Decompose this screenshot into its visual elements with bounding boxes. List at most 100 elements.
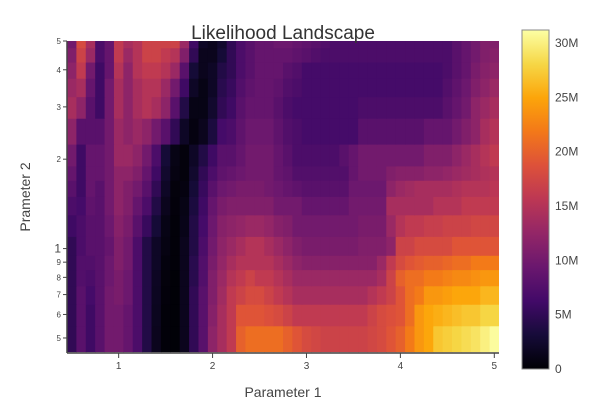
heatmap-cell	[470, 78, 481, 98]
heatmap-cell	[245, 304, 256, 327]
heatmap-cell	[113, 196, 124, 216]
heatmap-cell	[414, 236, 425, 256]
heatmap-cell	[217, 304, 228, 327]
heatmap-cell	[405, 285, 416, 305]
heatmap-cell	[339, 180, 350, 197]
heatmap-cell	[320, 143, 331, 167]
y-tick-label: 4	[57, 66, 62, 75]
heatmap-cell	[226, 236, 237, 256]
heatmap-cell	[376, 47, 387, 63]
heatmap-cell	[104, 236, 115, 256]
heatmap-cell	[311, 41, 322, 49]
heatmap-cell	[179, 96, 190, 119]
heatmap-cell	[283, 61, 293, 79]
y-tick-label: 7	[57, 291, 62, 300]
heatmap-cell	[433, 325, 444, 353]
heatmap-cell	[480, 78, 491, 98]
heatmap-cell	[113, 325, 124, 353]
heatmap-cell	[433, 118, 444, 145]
heatmap-cell	[189, 165, 200, 181]
x-axis-ticks: 1 2 3 4 5	[116, 353, 498, 372]
heatmap-cell	[376, 165, 387, 181]
heatmap-cell	[433, 180, 444, 197]
heatmap-cell	[367, 196, 378, 216]
heatmap-cell	[414, 78, 425, 98]
heatmap-cell	[423, 285, 434, 305]
heatmap-cell	[386, 180, 397, 197]
heatmap-cell	[320, 255, 331, 271]
heatmap-cell	[198, 78, 209, 98]
heatmap-cell	[95, 118, 106, 145]
heatmap-cell	[386, 118, 397, 145]
heatmap-cell	[395, 61, 406, 79]
heatmap-cell	[348, 196, 359, 216]
heatmap-cell	[367, 255, 378, 271]
heatmap-cell	[283, 180, 293, 197]
heatmap-cell	[405, 47, 416, 63]
heatmap-cell	[236, 78, 247, 98]
heatmap-cell	[104, 47, 115, 63]
heatmap-cell	[207, 325, 218, 353]
heatmap-cell	[376, 143, 387, 167]
heatmap-cell	[489, 214, 499, 237]
x-tick-label: 2	[210, 361, 216, 372]
heatmap-cell	[254, 196, 265, 216]
heatmap-cell	[217, 61, 228, 79]
heatmap-cell	[433, 236, 444, 256]
heatmap-cell	[95, 41, 106, 49]
heatmap-cell	[226, 41, 237, 49]
heatmap-cell	[67, 41, 77, 49]
heatmap-cell	[461, 304, 472, 327]
heatmap-cell	[236, 180, 247, 197]
heatmap-cell	[358, 96, 369, 119]
heatmap-cell	[320, 96, 331, 119]
heatmap-cell	[452, 236, 463, 256]
heatmap-cell	[423, 96, 434, 119]
heatmap-cell	[245, 214, 256, 237]
heatmap-cell	[123, 118, 134, 145]
heatmap-cell	[301, 143, 312, 167]
heatmap-cell	[245, 285, 256, 305]
y-tick-label: 2	[57, 155, 62, 164]
heatmap-cell	[405, 180, 416, 197]
heatmap-cell	[329, 325, 340, 353]
heatmap-cell	[198, 118, 209, 145]
heatmap-cell	[236, 236, 247, 256]
heatmap-cell	[358, 180, 369, 197]
heatmap-cell	[85, 285, 96, 305]
heatmap-cell	[489, 41, 499, 49]
heatmap-cell	[376, 78, 387, 98]
heatmap-cell	[245, 255, 256, 271]
x-axis-label: Parameter 1	[244, 384, 321, 400]
heatmap-cell	[433, 143, 444, 167]
heatmap-cell	[452, 78, 463, 98]
heatmap-cell	[170, 165, 181, 181]
heatmap-cell	[311, 143, 322, 167]
heatmap-cell	[489, 285, 499, 305]
heatmap-cell	[470, 304, 481, 327]
heatmap-cell	[358, 61, 369, 79]
heatmap-cell	[207, 269, 218, 287]
x-tick-label: 1	[116, 361, 122, 372]
heatmap-cell	[339, 325, 350, 353]
heatmap-cell	[395, 165, 406, 181]
heatmap-cell	[480, 236, 491, 256]
heatmap-cell	[414, 304, 425, 327]
heatmap-cell	[123, 41, 134, 49]
heatmap-cell	[76, 180, 87, 197]
heatmap-cell	[320, 165, 331, 181]
heatmap-cell	[76, 196, 87, 216]
heatmap-cell	[367, 165, 378, 181]
heatmap-cell	[339, 96, 350, 119]
heatmap-cell	[348, 165, 359, 181]
heatmap-cell	[367, 47, 378, 63]
heatmap-cell	[423, 180, 434, 197]
heatmap-cell	[348, 304, 359, 327]
heatmap-cell	[301, 255, 312, 271]
heatmap-cell	[104, 118, 115, 145]
heatmap-cell	[160, 325, 171, 353]
heatmap-cell	[320, 61, 331, 79]
heatmap-cell	[470, 255, 481, 271]
heatmap-cell	[414, 96, 425, 119]
heatmap-cell	[442, 143, 453, 167]
